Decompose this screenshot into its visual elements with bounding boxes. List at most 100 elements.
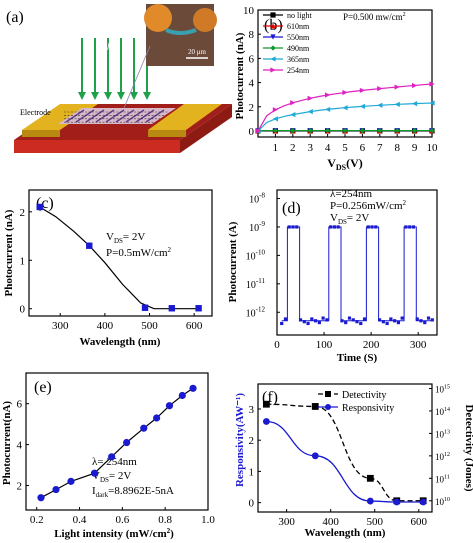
panel-a-label: (a) [6,9,24,26]
vds-annotation-value: = 2V [109,470,131,482]
y-axis-label: Photocurrent (nA) [3,209,15,296]
data-point [412,82,418,89]
y-tick-label: 2 [20,207,26,219]
y-axis-label: Photocurrent(nA) [1,401,13,485]
x-tick-label: 8 [394,142,400,154]
series-line-detectivity [266,403,424,502]
hv-label: hλ [107,42,116,52]
y-axis-label: Photocurrent (A) [227,221,239,302]
data-point [355,320,359,324]
data-point [37,494,45,502]
scale-bar-label: 20 μm [188,48,207,56]
y-tick-label: 4 [17,440,23,452]
data-point [370,225,374,229]
data-point [412,127,418,134]
vds-annotation-sub: DS [100,476,109,484]
x-tick-label: 4 [325,142,331,154]
legend-label: Responsivity [342,403,394,414]
data-point [317,320,321,325]
y-tick-right-label: 1014 [435,407,450,417]
right-electrode [148,104,222,130]
legend-marker [325,391,331,397]
x-tick-label: 6 [360,142,366,154]
y-tick-right-exponent: 10 [444,497,450,503]
data-point [393,319,397,323]
x-tick-label: 500 [141,320,158,332]
y-tick-right-label: 1013 [435,429,450,439]
y-tick-left-label: 2 [249,435,255,447]
y-tick-left-label: 0 [249,498,255,510]
data-point [430,318,434,322]
lambda-annotation: λ=254nm [330,188,373,200]
data-point [262,400,270,408]
data-point [307,127,313,134]
nanowire [75,109,95,123]
x-tick-label: 3 [307,142,313,154]
data-point [325,92,331,98]
legend-marker [270,56,276,62]
data-point [426,316,431,320]
right-electrode-front [148,130,186,137]
x-tick-label: 100 [316,339,333,351]
data-point [189,384,197,392]
vds-annotation-sub: DS [338,218,347,226]
power-annotation-sup: 2 [168,246,172,254]
y-tick-exponent: -9 [259,220,265,228]
x-tick-label: 5 [342,142,348,154]
data-point [385,321,389,326]
data-point [36,203,43,211]
data-point [255,128,261,134]
legend-marker [270,12,276,18]
y-tick-right-label: 1015 [435,384,450,394]
data-point [366,497,374,505]
x-tick-label: 10 [427,142,439,154]
x-axis-label: Light intensity (mW/cm2) [54,527,174,540]
data-point [347,316,352,320]
series-line-responsivity [266,420,424,503]
data-point [302,320,306,324]
substrate-side [180,104,232,153]
data-point [272,116,278,122]
nanowire [135,109,155,123]
y-tick-exponent: -12 [256,305,266,313]
data-point [325,318,329,322]
y-tick-label: 2 [17,480,23,492]
data-point [419,498,427,506]
legend-label: 254nm [287,66,310,75]
x-axis-label: Wavelength (nm) [305,527,386,539]
micrograph-pad [193,8,217,32]
y-tick-right-label: 1011 [435,474,450,484]
data-point [377,127,383,134]
y-tick-right-exponent: 15 [444,384,450,390]
data-point [394,84,400,90]
light-ray-arrowhead [91,92,99,100]
data-point [396,320,401,325]
data-point [325,106,331,113]
data-point [412,101,418,107]
x-tick-label: 500 [366,516,383,528]
y-tick-label: 10-10 [246,248,266,262]
data-point [374,225,378,229]
data-point [168,305,176,312]
y-tick-label: 6 [249,53,255,65]
nanowire [65,109,85,123]
data-point [342,89,348,96]
light-ray-arrowhead [104,92,112,100]
data-point [140,424,148,432]
data-point [153,414,161,422]
light-ray-arrowhead [130,92,138,100]
data-point [280,321,284,326]
vds-annotation-value: = 2V [123,231,145,243]
y-tick-exponent: -8 [259,192,265,200]
vds-annotation-value: = 2V [347,212,369,224]
legend-label: 365nm [287,55,310,64]
data-point [423,320,427,325]
legend-marker [270,45,276,51]
x-tick-label: 0.8 [158,514,172,526]
y-tick-label: 10-8 [249,192,265,206]
data-point [313,319,318,323]
data-point [415,317,419,321]
data-point [344,320,348,325]
legend-label: Detectivity [342,390,386,401]
